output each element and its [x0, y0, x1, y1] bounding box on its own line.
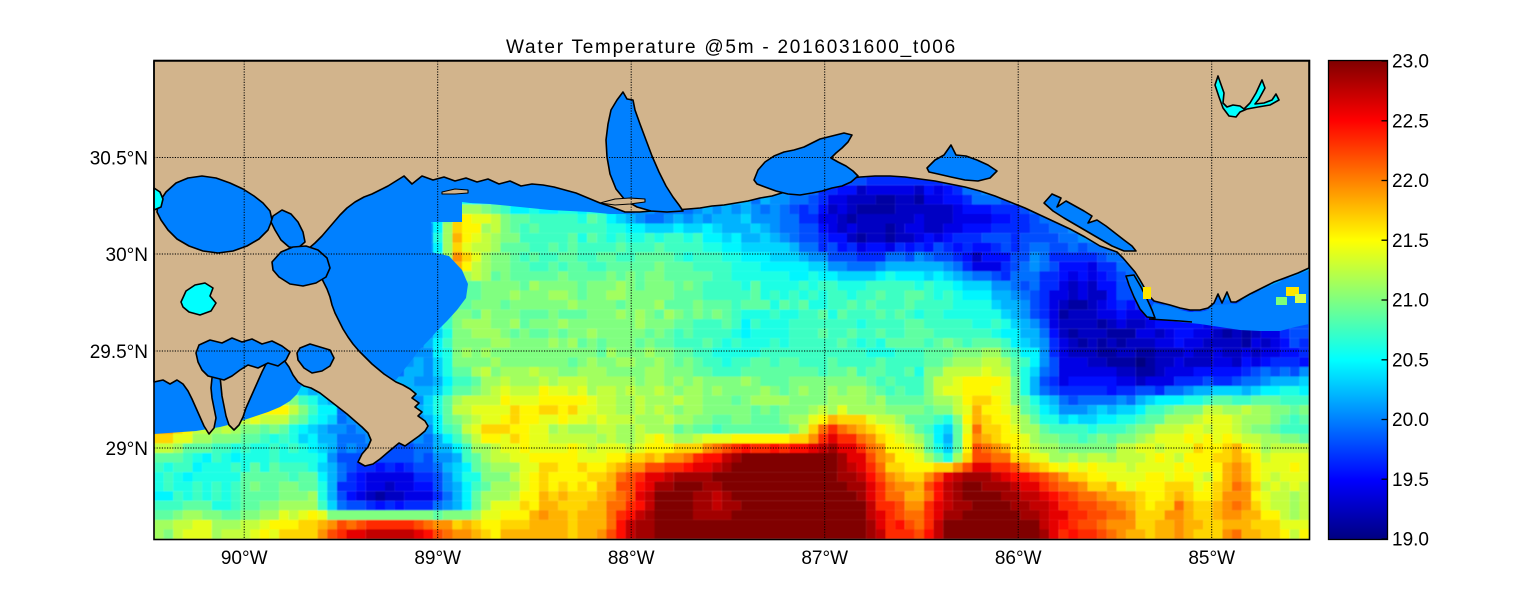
svg-text:20.5: 20.5 — [1392, 350, 1429, 371]
svg-text:30°N: 30°N — [106, 245, 148, 266]
svg-text:Water Temperature @5m - 201603: Water Temperature @5m - 2016031600_t006 — [506, 37, 957, 58]
svg-text:90°W: 90°W — [221, 548, 268, 569]
svg-text:22.0: 22.0 — [1392, 171, 1429, 192]
svg-text:85°W: 85°W — [1188, 548, 1235, 569]
svg-text:89°W: 89°W — [414, 548, 461, 569]
svg-text:30.5°N: 30.5°N — [90, 149, 148, 170]
svg-text:20.0: 20.0 — [1392, 410, 1429, 431]
svg-text:29°N: 29°N — [106, 439, 148, 460]
svg-text:23.0: 23.0 — [1392, 52, 1429, 73]
svg-text:21.5: 21.5 — [1392, 231, 1429, 252]
svg-text:86°W: 86°W — [995, 548, 1042, 569]
svg-text:88°W: 88°W — [608, 548, 655, 569]
svg-text:87°W: 87°W — [801, 548, 848, 569]
svg-text:21.0: 21.0 — [1392, 291, 1429, 312]
svg-text:29.5°N: 29.5°N — [90, 342, 148, 363]
svg-text:19.5: 19.5 — [1392, 470, 1429, 491]
svg-text:19.0: 19.0 — [1392, 530, 1429, 551]
svg-text:22.5: 22.5 — [1392, 112, 1429, 133]
